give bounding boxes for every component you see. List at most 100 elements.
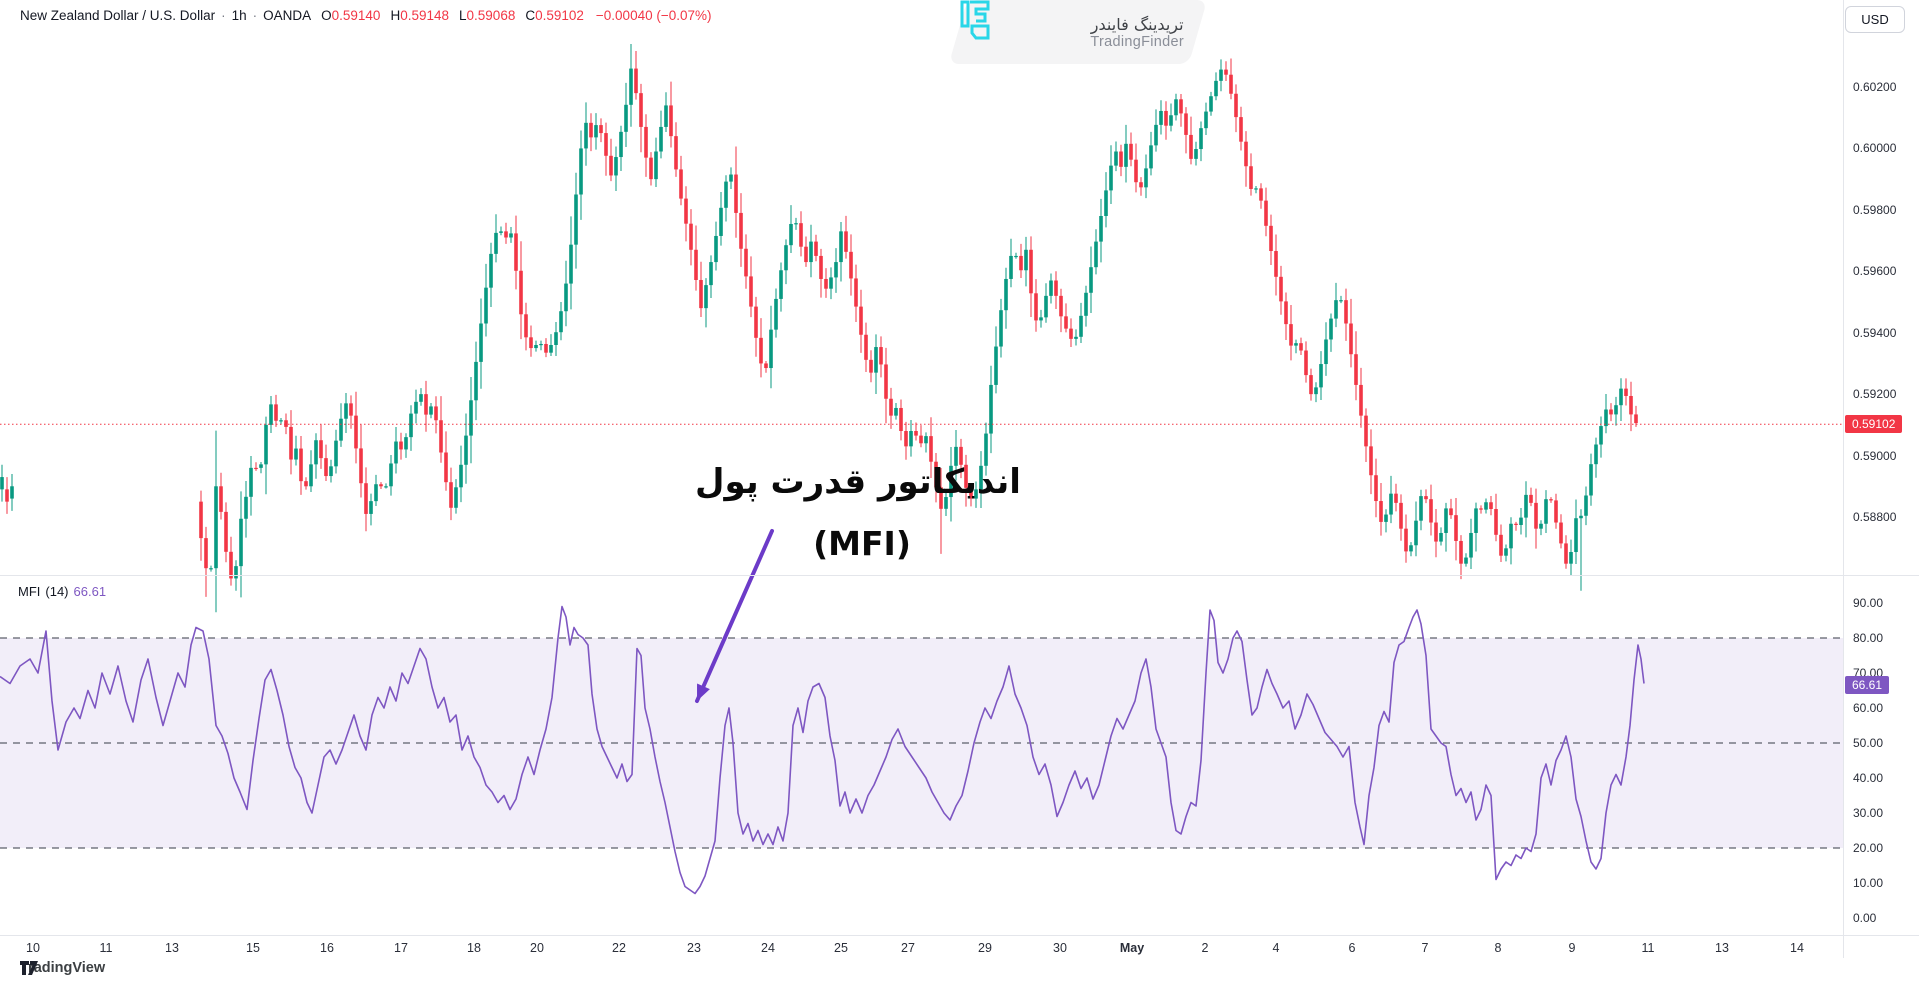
candle-body xyxy=(1139,182,1143,188)
annotation-arrow-head xyxy=(697,683,710,701)
candle-body xyxy=(1289,324,1293,346)
candle-body xyxy=(1619,388,1623,406)
separator-dot: · xyxy=(252,8,258,23)
candle-body xyxy=(404,437,408,450)
candle-body xyxy=(1329,318,1333,340)
mfi-indicator-label[interactable]: MFI (14) 66.61 xyxy=(18,584,106,599)
time-axis-label: 13 xyxy=(1715,941,1729,955)
chart-plot-area[interactable] xyxy=(0,0,1843,935)
candle-body xyxy=(754,306,758,338)
candle-body xyxy=(1584,495,1588,516)
time-axis-label: 11 xyxy=(99,941,113,955)
candle-body xyxy=(909,431,913,447)
interval-label[interactable]: 1h xyxy=(231,8,247,23)
candle-body xyxy=(1124,143,1128,167)
candle-body xyxy=(424,394,428,415)
candle-body xyxy=(1019,255,1023,271)
tradingview-icon xyxy=(20,961,38,975)
candle-body xyxy=(1369,446,1373,476)
candle-body xyxy=(1609,409,1613,415)
candle-body xyxy=(1429,499,1433,523)
candle-body xyxy=(249,467,253,497)
candle-body xyxy=(594,125,598,138)
candle-body xyxy=(519,270,523,315)
candle-body xyxy=(669,105,673,137)
price-axis-label: 0.60200 xyxy=(1853,80,1897,94)
candle-body xyxy=(449,482,453,508)
price-axis[interactable]: 0.60200 0.60000 0.59800 0.59600 0.59400 0.592… xyxy=(1843,0,1919,935)
candle-body xyxy=(344,403,348,419)
candle-body xyxy=(1484,502,1488,510)
candle-body xyxy=(509,233,513,238)
candle-body xyxy=(269,404,273,425)
candle-body xyxy=(1144,168,1148,188)
candle-body xyxy=(1479,508,1483,510)
candle-body xyxy=(674,136,678,170)
candle-body xyxy=(729,174,733,182)
candle-body xyxy=(1499,534,1503,556)
candle-body xyxy=(264,424,268,465)
symbol-title[interactable]: New Zealand Dollar / U.S. Dollar xyxy=(20,8,216,23)
annotation-arrow xyxy=(695,529,774,703)
candle-body xyxy=(1634,414,1638,424)
candle-body xyxy=(719,207,723,236)
candle-body xyxy=(1054,280,1058,296)
candle-body xyxy=(1299,343,1303,351)
candle-body xyxy=(444,452,448,483)
candle-body xyxy=(994,346,998,385)
candle-body xyxy=(1604,409,1608,427)
mfi-current-value: 66.61 xyxy=(73,584,107,599)
price-axis-label: 0.60000 xyxy=(1853,141,1897,156)
candle-body xyxy=(944,497,948,509)
candle-body xyxy=(649,157,653,180)
candle-body xyxy=(699,279,703,309)
pane-separator[interactable] xyxy=(0,575,1919,576)
candle-body xyxy=(484,287,488,324)
candle-body xyxy=(794,223,798,225)
candle-body xyxy=(1104,190,1108,216)
candle-body xyxy=(1214,80,1218,97)
candle-body xyxy=(529,337,533,349)
candle-body xyxy=(1514,523,1518,525)
candle-body xyxy=(844,231,848,252)
price-axis-label: 0.59600 xyxy=(1853,264,1897,279)
candle-body xyxy=(1294,343,1298,346)
candle-body xyxy=(1249,166,1253,189)
time-axis-label: 20 xyxy=(530,941,544,955)
candle-body xyxy=(409,413,413,438)
time-axis-label: 15 xyxy=(246,941,260,955)
candle-body xyxy=(979,465,983,490)
time-axis-label: 17 xyxy=(394,941,408,955)
mfi-axis-label: 50.00 xyxy=(1853,736,1884,750)
candle-body xyxy=(329,466,333,477)
candle-body xyxy=(619,131,623,158)
candle-body xyxy=(224,511,228,552)
candle-body xyxy=(989,384,993,434)
candle-body xyxy=(1449,508,1453,516)
candle-body xyxy=(939,487,943,509)
candle-body xyxy=(1379,501,1383,522)
candle-body xyxy=(5,489,9,502)
candle-body xyxy=(1159,110,1163,125)
tradingview-logo[interactable]: TradingView xyxy=(20,960,105,976)
ohlc-open: O0.59140 xyxy=(321,8,381,23)
candle-body xyxy=(694,249,698,280)
candle-body xyxy=(1269,225,1273,252)
candle-body xyxy=(914,431,918,436)
candle-body xyxy=(349,403,353,416)
candle-body xyxy=(1219,69,1223,81)
candle-body xyxy=(1489,502,1493,510)
time-axis-label: 4 xyxy=(1272,941,1280,955)
candle-body xyxy=(1629,395,1633,415)
candle-body xyxy=(1384,514,1388,522)
tradingview-label: TradingView xyxy=(20,960,106,976)
candle-body xyxy=(1439,532,1443,542)
time-axis-label: 23 xyxy=(687,941,701,955)
currency-toggle-button[interactable]: USD xyxy=(1845,6,1905,33)
candle-body xyxy=(1239,117,1243,142)
candle-body xyxy=(494,232,498,254)
candle-body xyxy=(239,518,243,567)
candle-body xyxy=(769,329,773,369)
time-axis[interactable]: 10 11 13 15 16 17 18 20 22 23 24 25 27 29 30 May 2 4 6 7 8 9 1… xyxy=(0,936,1843,962)
candle-body xyxy=(0,477,4,490)
